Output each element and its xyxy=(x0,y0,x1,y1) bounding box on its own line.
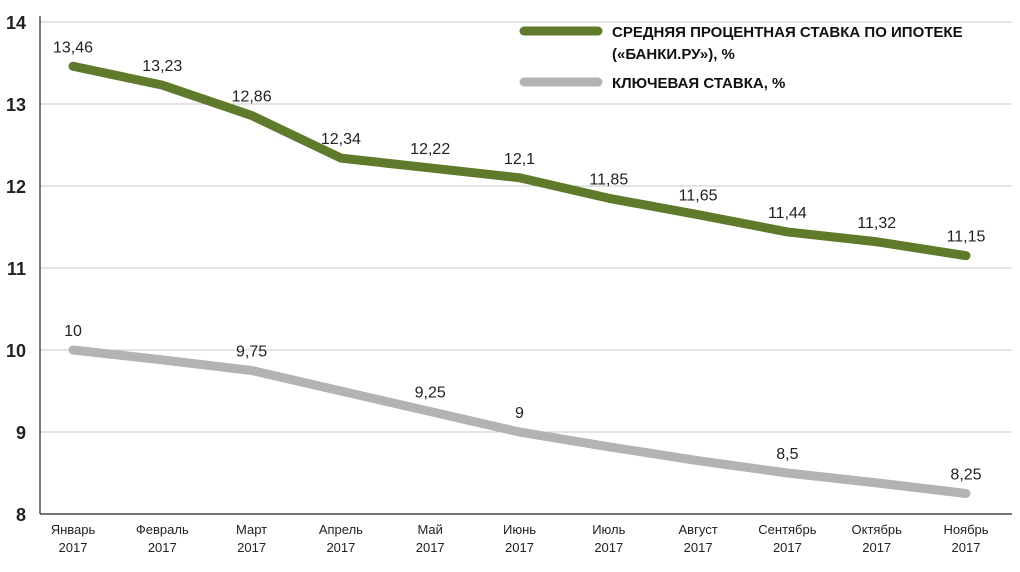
data-label-1-8: 8,5 xyxy=(776,446,798,463)
data-label-0-3: 12,34 xyxy=(321,131,361,148)
data-label-0-9: 11,32 xyxy=(857,215,896,232)
data-labels: 13,46 13,23 12,86 12,34 12,22 12,1 11,85 11,65 1… xyxy=(53,39,986,483)
data-label-0-0: 13,46 xyxy=(53,39,93,56)
x-tick-label-8: Сентябрь 2017 xyxy=(758,522,816,555)
y-tick-label-13: 13 xyxy=(6,95,26,115)
x-tick-label-7: Август 2017 xyxy=(679,522,718,555)
x-tick-label-1: Февраль 2017 xyxy=(136,522,189,555)
data-label-0-1: 13,23 xyxy=(142,58,182,75)
data-label-1-4: 9,25 xyxy=(415,385,446,402)
gridlines xyxy=(40,21,1012,433)
y-tick-label-9: 9 xyxy=(16,423,26,443)
x-tick-label-5: Июнь 2017 xyxy=(503,522,536,555)
data-label-0-8: 11,44 xyxy=(768,205,807,222)
data-label-0-6: 11,85 xyxy=(589,171,628,188)
x-tick-label-4: Май 2017 xyxy=(416,522,445,555)
legend-label-0-0: СРЕДНЯЯ ПРОЦЕНТНАЯ СТАВКА ПО ИПОТЕКЕ xyxy=(612,24,963,41)
data-label-0-2: 12,86 xyxy=(232,88,272,105)
data-label-0-4: 12,22 xyxy=(410,141,450,158)
x-tick-label-6: Июль 2017 xyxy=(592,522,625,555)
data-label-0-10: 11,15 xyxy=(947,229,986,246)
data-label-1-5: 9 xyxy=(515,405,524,422)
data-label-1-0: 10 xyxy=(64,323,82,340)
data-label-0-5: 12,1 xyxy=(504,151,535,168)
x-tick-label-10: Ноябрь 2017 xyxy=(943,522,988,555)
x-tick-label-0: Январь 2017 xyxy=(51,522,96,555)
legend: СРЕДНЯЯ ПРОЦЕНТНАЯ СТАВКА ПО ИПОТЕКЕ («БА… xyxy=(519,24,963,92)
y-tick-label-14: 14 xyxy=(6,13,26,33)
x-tick-label-2: Март 2017 xyxy=(236,522,267,555)
x-tick-label-3: Апрель 2017 xyxy=(319,522,363,555)
data-label-0-7: 11,65 xyxy=(679,188,718,205)
series-line-0 xyxy=(68,61,971,261)
data-label-1-2: 9,75 xyxy=(236,344,267,361)
y-tick-label-10: 10 xyxy=(6,341,26,361)
data-label-1-10: 8,25 xyxy=(950,467,981,484)
y-tick-label-11: 11 xyxy=(7,259,26,279)
y-tick-label-12: 12 xyxy=(6,177,26,197)
y-axis-tick-labels: 8 9 10 11 12 13 14 xyxy=(6,13,26,525)
series-line-1 xyxy=(68,345,971,498)
x-tick-label-9: Октябрь 2017 xyxy=(852,522,903,555)
y-tick-label-8: 8 xyxy=(16,505,26,525)
legend-label-0-1: («БАНКИ.РУ»), % xyxy=(612,46,735,63)
x-axis-tick-labels: Январь 2017 Февраль 2017 Март 2017 Апрель 2017 М… xyxy=(51,522,989,555)
legend-label-1-0: КЛЮЧЕВАЯ СТАВКА, % xyxy=(612,75,785,92)
axes xyxy=(39,16,1012,515)
series-lines xyxy=(68,61,971,498)
